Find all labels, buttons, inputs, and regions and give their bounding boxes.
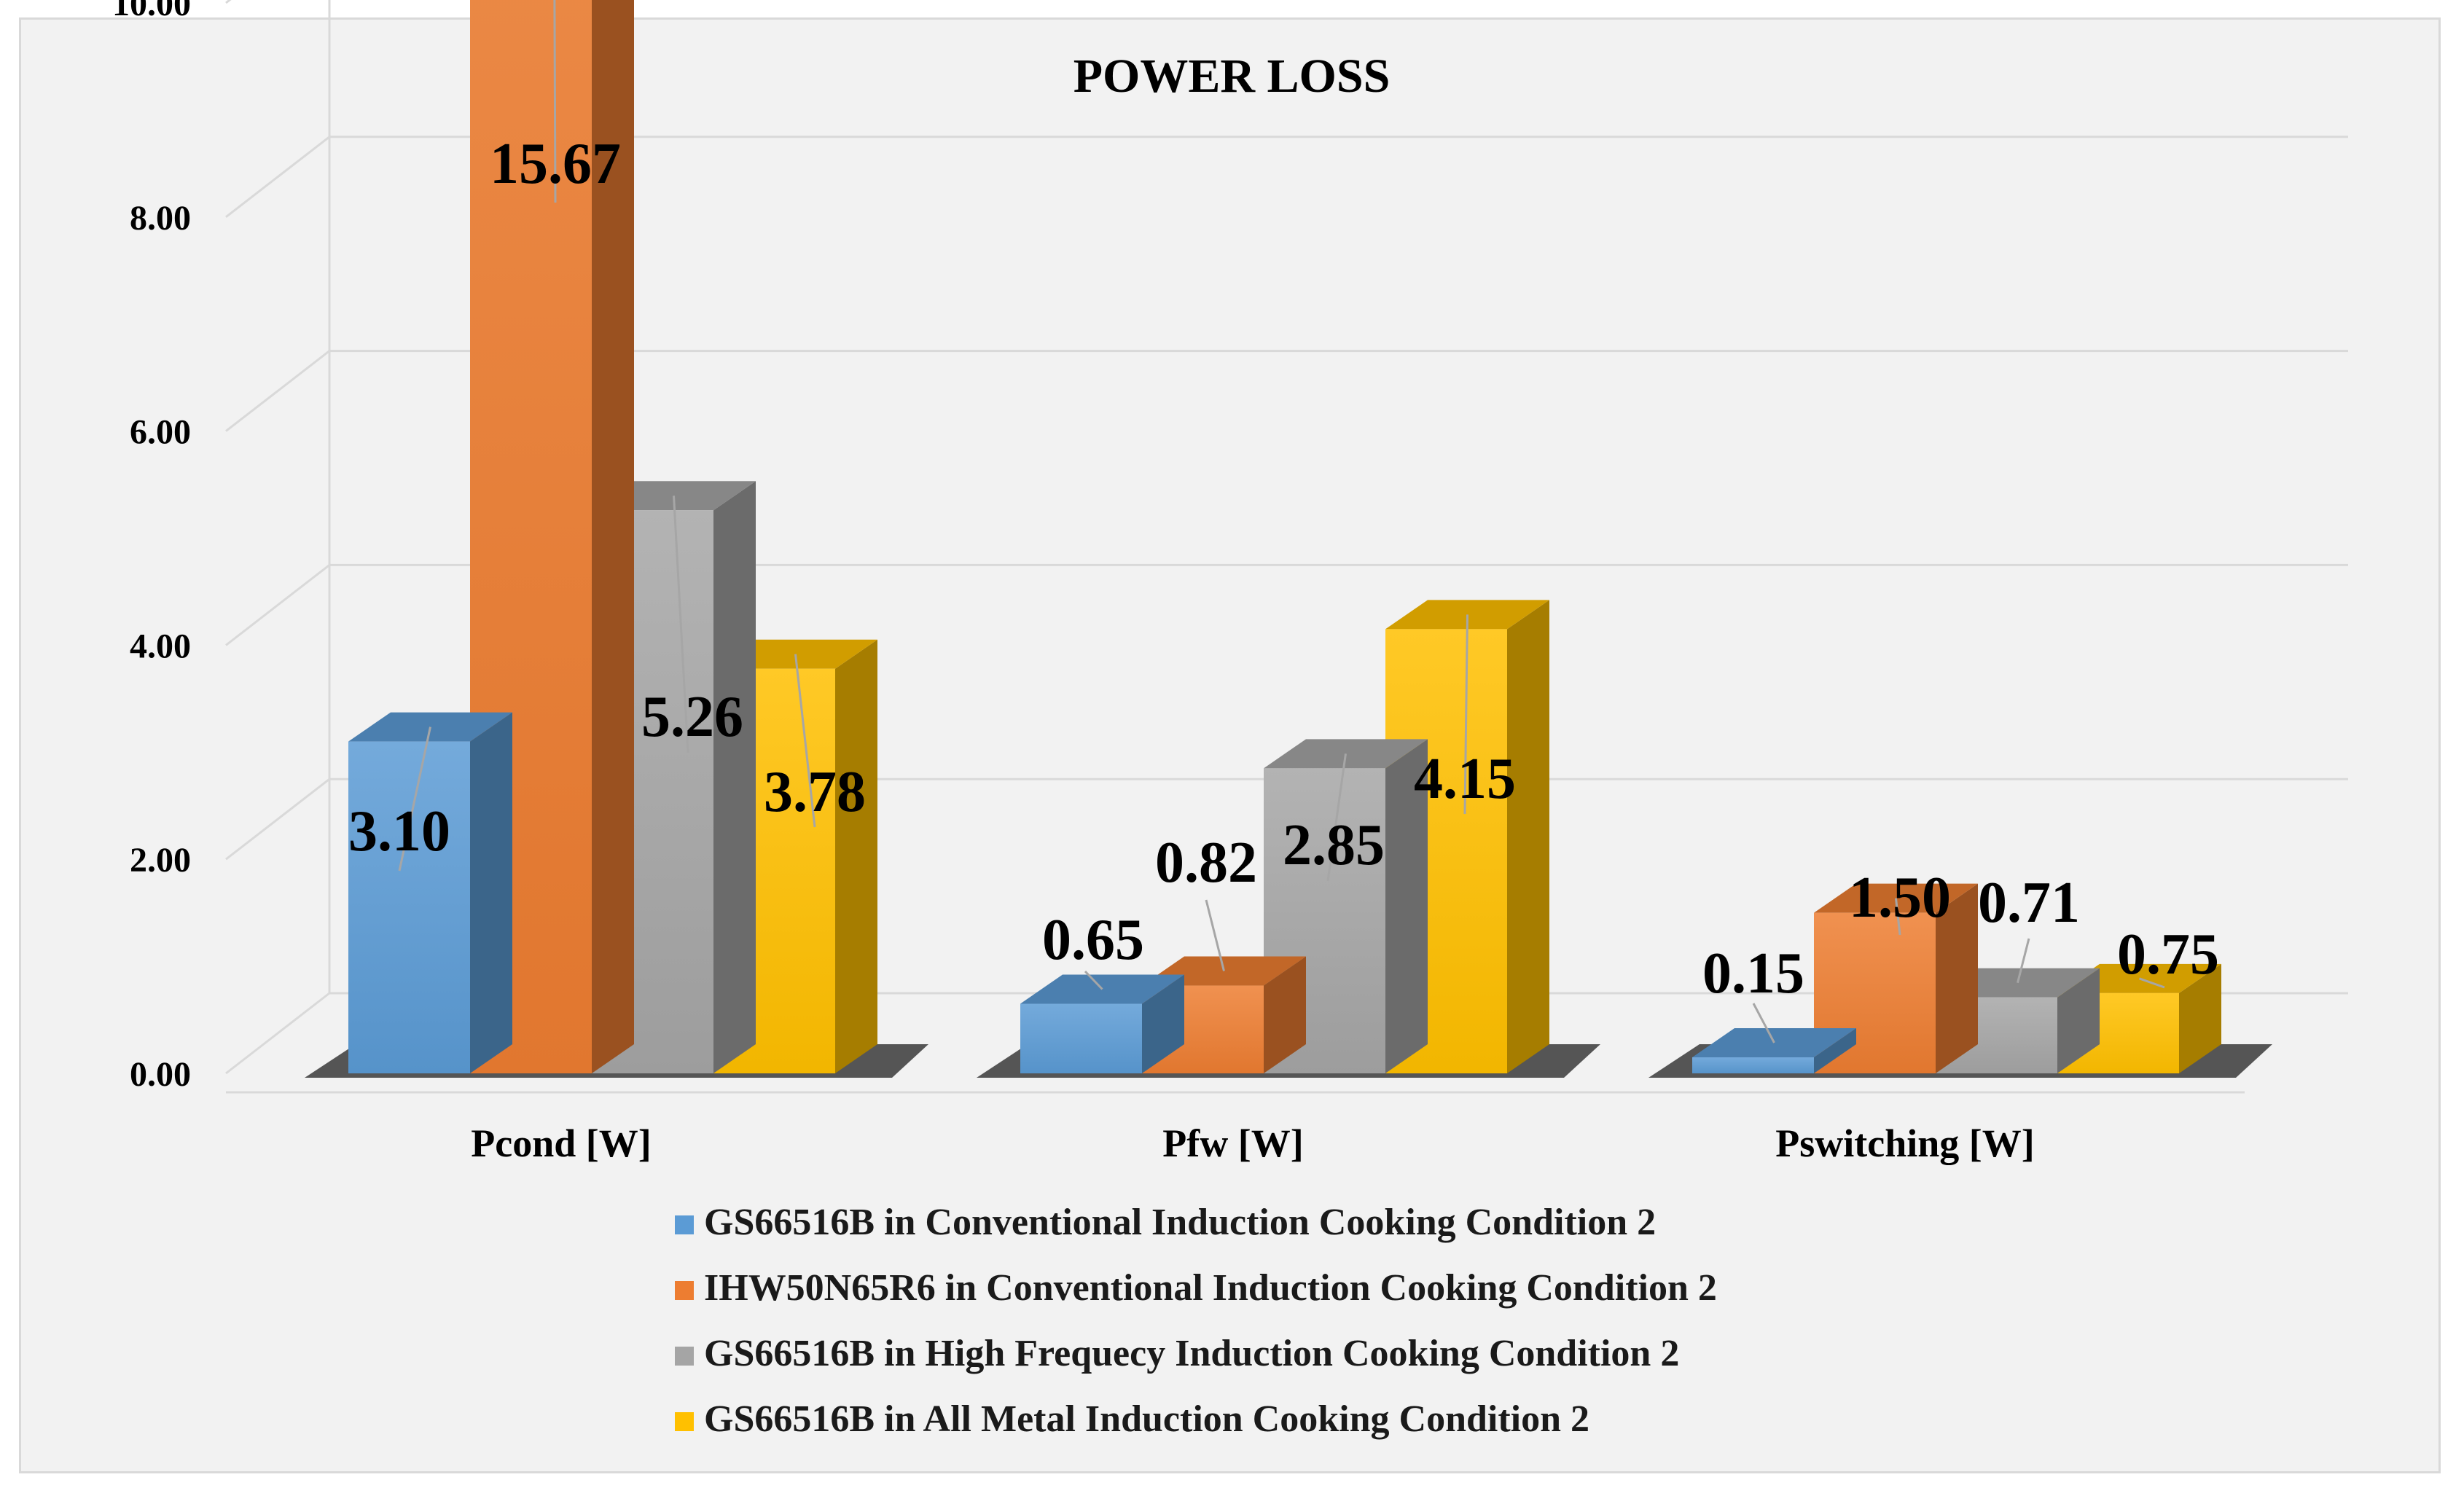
legend-swatch <box>675 1215 694 1234</box>
bar-front <box>1692 1057 1814 1073</box>
y-tick-label: 0.00 <box>130 1055 191 1094</box>
bar-0-0 <box>348 712 512 1073</box>
bar-side <box>1936 883 1978 1073</box>
bar-front <box>348 741 470 1073</box>
gridline-depth <box>225 350 330 432</box>
data-label: 3.78 <box>764 760 866 824</box>
bar-side <box>713 481 756 1073</box>
y-tick-label: 10.00 <box>112 0 191 23</box>
labels-layer: Pcond [W] Pfw [W] Pswitching [W]3.100.650.… <box>348 132 2219 1165</box>
leader-line <box>1205 899 1225 971</box>
data-label: 2.85 <box>1283 813 1385 877</box>
gridline-depth <box>225 0 232 4</box>
bar-side <box>1385 739 1428 1073</box>
y-tick-label: 8.00 <box>130 199 191 238</box>
legend-label: GS66516B in High Frequecy Induction Cook… <box>704 1333 1679 1374</box>
data-label: 3.10 <box>348 799 450 863</box>
leader-line <box>2017 938 2030 984</box>
chart-title: POWER LOSS <box>1073 50 1391 103</box>
x-category-label: Pfw [W] <box>1162 1121 1303 1165</box>
legend-swatch <box>675 1347 694 1366</box>
leader-lines-layer <box>398 0 2165 1043</box>
legend-swatch <box>675 1412 694 1431</box>
bar-side <box>1507 600 1549 1073</box>
leader-line <box>2139 977 2165 989</box>
leader-line <box>1084 970 1103 990</box>
bar-1-0 <box>1020 974 1184 1073</box>
data-label: 0.82 <box>1155 831 1257 895</box>
leader-line <box>398 727 431 872</box>
y-tick-label: 4.00 <box>130 627 191 665</box>
gridline-depth <box>225 136 330 218</box>
gridline-depth <box>225 992 330 1075</box>
y-tick-label: 2.00 <box>130 841 191 880</box>
x-category-label: Pcond [W] <box>471 1121 651 1165</box>
data-label: 0.75 <box>2117 923 2219 987</box>
leader-line <box>1326 753 1347 882</box>
bar-2-1 <box>1814 883 1978 1073</box>
legend-swatch <box>675 1281 694 1300</box>
data-label: 5.26 <box>641 685 743 749</box>
bar-side <box>835 639 877 1073</box>
leader-line <box>1752 1003 1775 1043</box>
leader-line <box>673 496 689 753</box>
data-label: 0.71 <box>1978 871 2080 935</box>
leader-line <box>1895 898 1901 936</box>
bar-side <box>1264 956 1306 1073</box>
data-label: 0.15 <box>1702 941 1804 1006</box>
legend: GS66516B in Conventional Induction Cooki… <box>675 1202 1717 1440</box>
data-label: 1.50 <box>1849 866 1951 930</box>
data-label: 0.65 <box>1042 908 1144 972</box>
bar-side <box>2179 963 2221 1073</box>
x-category-label: Pswitching [W] <box>1775 1121 2034 1165</box>
data-label: 4.15 <box>1414 747 1516 811</box>
legend-label: GS66516B in All Metal Induction Cooking … <box>704 1398 1589 1440</box>
y-tick-label: 6.00 <box>130 413 191 452</box>
gridline-depth <box>225 778 330 861</box>
leader-line <box>794 654 816 828</box>
bar-side <box>1142 974 1184 1073</box>
bar-front <box>1020 1003 1142 1073</box>
bar-side <box>470 712 512 1073</box>
leader-line <box>1463 614 1468 815</box>
gridline-depth <box>225 564 330 646</box>
leader-line <box>553 0 557 203</box>
bar-side <box>2057 968 2100 1073</box>
bar-side <box>592 0 634 1073</box>
data-label: 15.67 <box>490 132 621 196</box>
legend-label: GS66516B in Conventional Induction Cooki… <box>704 1202 1656 1243</box>
bar-side <box>1814 1027 1856 1073</box>
legend-label: IHW50N65R6 in Conventional Induction Coo… <box>704 1267 1717 1309</box>
